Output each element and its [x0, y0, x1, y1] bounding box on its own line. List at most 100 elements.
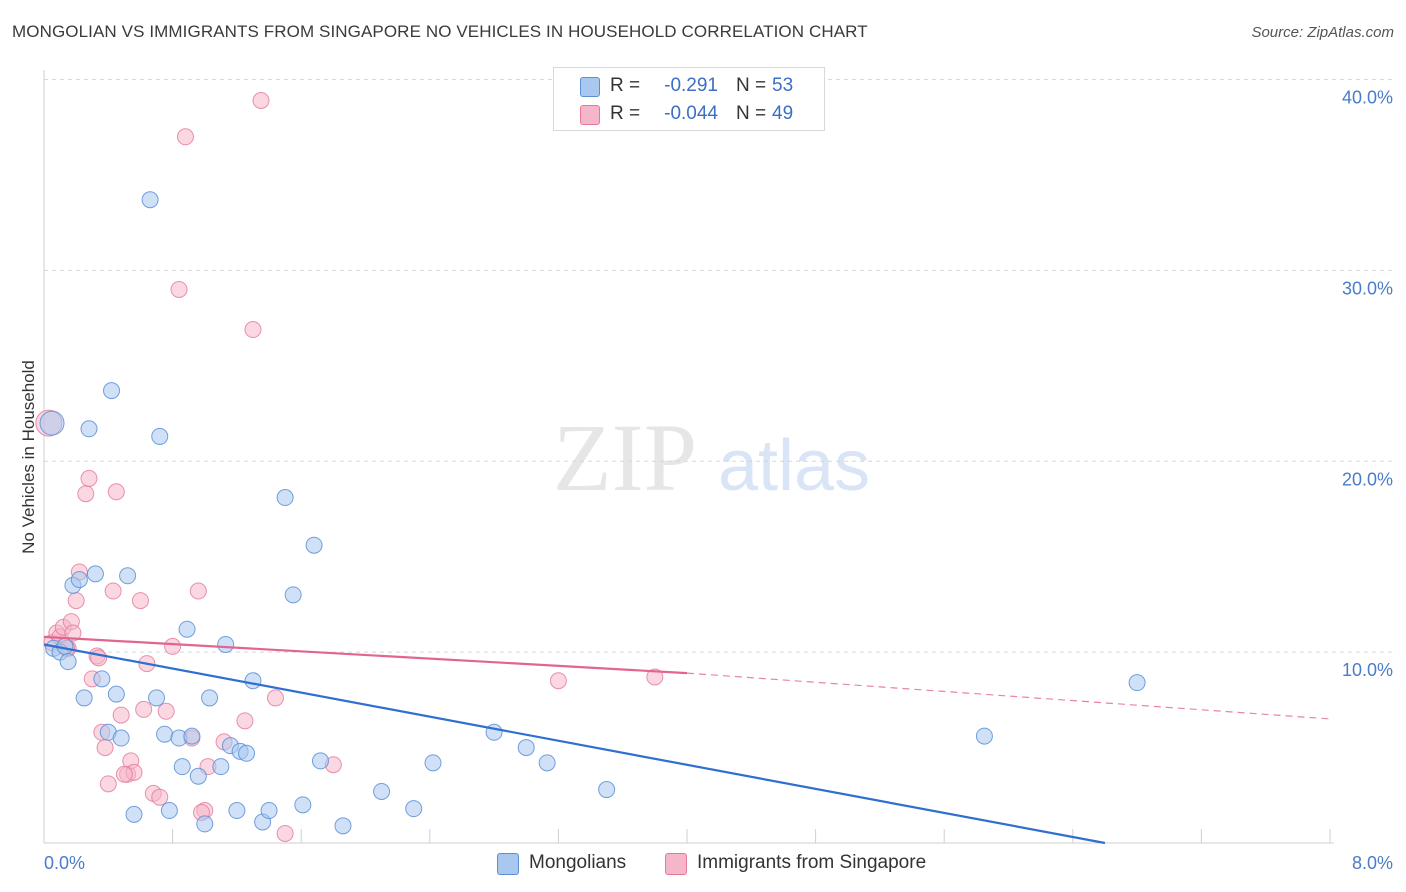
- data-point-mongolian: [975, 727, 993, 745]
- watermark-atlas: atlas: [718, 426, 870, 506]
- trend-lines: [43, 635, 1331, 845]
- data-point-mongolian: [125, 805, 143, 823]
- data-point-singapore: [646, 668, 664, 686]
- data-point-mongolian: [178, 620, 196, 638]
- bottom-legend-swatch-mongolians: [497, 853, 519, 875]
- legend-r-value: -0.044: [664, 103, 718, 124]
- chart-title: MONGOLIAN VS IMMIGRANTS FROM SINGAPORE N…: [12, 22, 868, 41]
- data-point-mongolian: [598, 781, 616, 799]
- legend-row-mongolians: R = -0.291 N = 53: [554, 72, 824, 100]
- legend-row-singapore: R = -0.044 N = 49: [554, 100, 824, 128]
- x-tick-labels: 0.0% 8.0%: [44, 853, 1393, 873]
- data-point-singapore: [80, 469, 98, 487]
- legend-n-value: 53: [772, 75, 794, 96]
- data-point-singapore: [157, 702, 175, 720]
- data-point-singapore: [170, 280, 188, 298]
- data-point-mongolian: [103, 382, 121, 400]
- legend-swatch-singapore: [580, 105, 600, 125]
- data-point-mongolian: [70, 571, 88, 589]
- data-point-mongolian: [311, 752, 329, 770]
- axes: [43, 70, 1334, 844]
- data-point-mongolian: [244, 672, 262, 690]
- data-point-singapore: [115, 765, 133, 783]
- data-point-singapore: [176, 128, 194, 146]
- x-tick-label: 0.0%: [44, 853, 85, 873]
- data-point-mongolian: [284, 586, 302, 604]
- data-point-mongolian: [93, 670, 111, 688]
- legend-n-value: 49: [772, 103, 794, 124]
- data-point-mongolian: [334, 817, 352, 835]
- data-point-singapore: [96, 739, 114, 757]
- data-point-mongolian: [276, 489, 294, 507]
- data-point-singapore: [164, 637, 182, 655]
- data-point-mongolian: [1128, 674, 1146, 692]
- data-point-singapore: [135, 700, 153, 718]
- data-point-mongolian: [59, 653, 77, 671]
- data-point-mongolian: [156, 725, 174, 743]
- data-point-mongolian: [75, 689, 93, 707]
- series-mongolians: [39, 191, 1146, 835]
- data-point-singapore: [236, 712, 254, 730]
- data-point-mongolian: [201, 689, 219, 707]
- data-point-singapore: [549, 672, 567, 690]
- data-point-mongolian: [141, 191, 159, 209]
- data-point-singapore: [244, 321, 262, 339]
- data-point-mongolian: [173, 758, 191, 776]
- data-point-singapore: [276, 824, 294, 842]
- data-point-singapore: [131, 592, 149, 610]
- watermark-zip: ZIP: [553, 404, 697, 511]
- y-tick-label: 40.0%: [1342, 88, 1393, 108]
- data-point-singapore: [90, 649, 108, 667]
- trend-line-mongolians: [43, 643, 1106, 845]
- data-point-mongolian: [86, 565, 104, 583]
- y-tick-label: 20.0%: [1342, 469, 1393, 489]
- data-point-mongolian: [538, 754, 556, 772]
- bottom-legend-label: Mongolians: [529, 852, 627, 873]
- data-point-mongolian: [112, 729, 130, 747]
- data-point-mongolian: [119, 567, 137, 585]
- data-point-mongolian: [196, 815, 214, 833]
- legend-n-label: N =: [736, 103, 767, 124]
- data-point-singapore: [64, 624, 82, 642]
- legend-swatch-mongolians: [580, 77, 600, 97]
- data-point-mongolian: [424, 754, 442, 772]
- data-point-mongolian: [294, 796, 312, 814]
- data-point-mongolian: [238, 744, 256, 762]
- data-point-singapore: [189, 582, 207, 600]
- x-tick-label: 8.0%: [1352, 853, 1393, 873]
- data-point-mongolian: [39, 410, 65, 436]
- data-point-singapore: [104, 582, 122, 600]
- data-point-singapore: [151, 788, 169, 806]
- data-point-singapore: [252, 91, 270, 109]
- data-point-mongolian: [148, 689, 166, 707]
- data-point-singapore: [77, 485, 95, 503]
- data-point-mongolian: [260, 802, 278, 820]
- y-tick-label: 30.0%: [1342, 278, 1393, 298]
- data-point-mongolian: [217, 635, 235, 653]
- data-point-mongolian: [151, 427, 169, 445]
- correlation-legend: R = -0.291 N = 53 R = -0.044 N = 49: [553, 67, 825, 131]
- y-tick-label: 10.0%: [1342, 660, 1393, 680]
- legend-r-label: R =: [610, 75, 641, 96]
- legend-n-label: N =: [736, 75, 767, 96]
- data-point-mongolian: [183, 727, 201, 745]
- data-point-mongolian: [80, 420, 98, 438]
- data-point-mongolian: [517, 739, 535, 757]
- data-point-mongolian: [373, 782, 391, 800]
- y-axis-label: No Vehicles in Household: [19, 360, 38, 554]
- bottom-legend-swatch-singapore: [665, 853, 687, 875]
- legend-r-value: -0.291: [664, 75, 718, 96]
- data-point-singapore: [266, 689, 284, 707]
- trend-line-singapore: [43, 635, 688, 675]
- source-label: Source: ZipAtlas.com: [1251, 24, 1394, 41]
- data-point-mongolian: [189, 767, 207, 785]
- watermark: ZIP atlas: [553, 404, 870, 511]
- data-point-mongolian: [405, 800, 423, 818]
- data-point-mongolian: [107, 685, 125, 703]
- data-point-singapore: [99, 775, 117, 793]
- grid-lines: [44, 79, 1394, 653]
- data-point-singapore: [67, 592, 85, 610]
- data-point-singapore: [112, 706, 130, 724]
- data-point-mongolian: [160, 802, 178, 820]
